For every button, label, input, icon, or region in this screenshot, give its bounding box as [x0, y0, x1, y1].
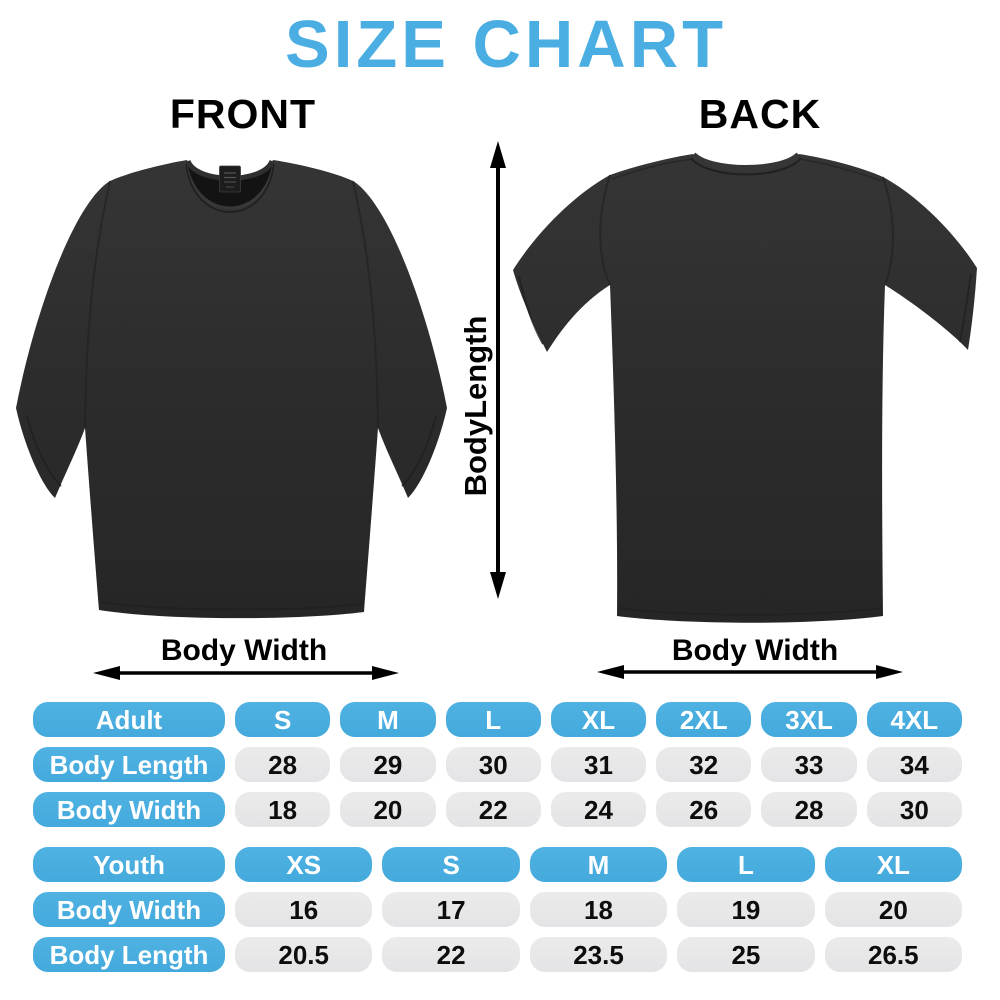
size-value-cell: 20: [340, 792, 436, 827]
table-row: Body Width 18 20 22 24 26 28 30: [33, 792, 962, 827]
table-row: Body Length 20.5 22 23.5 25 26.5: [33, 937, 963, 972]
front-left-cuff-seam: [26, 415, 62, 487]
front-left-armhole-seam: [84, 180, 111, 429]
row-label-cell: Body Width: [33, 792, 225, 827]
size-value-cell: 18: [529, 892, 668, 927]
size-header-cell: S: [235, 702, 331, 737]
table-row: Body Length 28 29 30 31 32 33 34: [33, 747, 962, 782]
back-collar-rib: [690, 152, 802, 172]
size-value-cell: 29: [340, 747, 436, 782]
front-right-armhole-seam: [352, 180, 379, 429]
adult-size-table: Adult S M L XL 2XL 3XL 4XL Body Length 28 29 30 31 32…: [33, 702, 962, 827]
body-length-label: BodyLength: [458, 315, 493, 497]
page-title: SIZE CHART: [285, 7, 727, 82]
front-hem-seam: [100, 601, 363, 611]
size-value-cell: 34: [866, 747, 962, 782]
row-label-cell: Youth: [33, 847, 225, 882]
size-value-cell: 25: [677, 937, 815, 972]
size-value-cell: 18: [235, 792, 331, 827]
size-value-cell: 20: [824, 892, 963, 927]
size-value-cell: 28: [235, 747, 331, 782]
size-header-cell: 4XL: [866, 702, 962, 737]
front-view-label: FRONT: [169, 91, 317, 137]
size-header-cell: M: [340, 702, 436, 737]
row-label-cell: Body Width: [33, 892, 225, 927]
back-left-cuff-seam: [518, 275, 544, 345]
front-neck-tag: [219, 165, 241, 193]
size-header-cell: S: [382, 847, 520, 882]
front-tshirt-body: [16, 160, 447, 619]
size-header-cell: L: [445, 702, 541, 737]
size-value-cell: 17: [382, 892, 520, 927]
front-body-width-arrow-icon: [93, 666, 399, 680]
back-body-width-arrow-icon: [597, 665, 903, 679]
size-value-cell: 22: [445, 792, 541, 827]
back-hem-seam: [618, 607, 882, 616]
front-right-cuff-seam: [401, 415, 437, 487]
size-header-cell: XL: [824, 847, 963, 882]
size-header-cell: L: [677, 847, 815, 882]
back-right-shoulder-seam: [798, 158, 882, 182]
table-header-row: Youth XS S M L XL: [33, 847, 963, 882]
size-value-cell: 28: [761, 792, 857, 827]
size-header-cell: M: [529, 847, 668, 882]
size-value-cell: 16: [235, 892, 373, 927]
size-header-cell: 3XL: [761, 702, 857, 737]
back-left-armhole-seam: [599, 174, 611, 286]
front-body-width-label: Body Width: [160, 634, 328, 667]
back-left-shoulder-seam: [611, 158, 694, 180]
row-label-cell: Adult: [33, 702, 225, 737]
size-header-cell: XL: [550, 702, 647, 737]
row-label-cell: Body Length: [33, 937, 225, 972]
size-value-cell: 23.5: [529, 937, 668, 972]
front-collar-seam: [185, 163, 275, 213]
size-value-cell: 22: [382, 937, 520, 972]
size-value-cell: 26: [656, 792, 752, 827]
back-right-armhole-seam: [882, 176, 894, 286]
youth-size-table: Youth XS S M L XL Body Width 16 17 18 19 20 Body Len…: [33, 847, 963, 972]
table-row: Body Width 16 17 18 19 20: [33, 892, 963, 927]
back-tshirt-body: [513, 154, 977, 623]
back-view-label: BACK: [698, 91, 822, 137]
size-value-cell: 26.5: [824, 937, 963, 972]
back-right-cuff-seam: [959, 273, 972, 343]
back-body-width-label: Body Width: [671, 634, 839, 667]
size-value-cell: 30: [866, 792, 962, 827]
back-collar-seam: [690, 157, 802, 176]
front-tshirt-image: [16, 159, 447, 619]
size-value-cell: 24: [550, 792, 647, 827]
size-value-cell: 19: [677, 892, 815, 927]
size-value-cell: 33: [761, 747, 857, 782]
size-value-cell: 31: [550, 747, 647, 782]
body-length-arrow-icon: [490, 141, 506, 599]
size-value-cell: 30: [445, 747, 541, 782]
size-header-cell: XS: [235, 847, 373, 882]
size-value-cell: 32: [656, 747, 752, 782]
row-label-cell: Body Length: [33, 747, 225, 782]
table-header-row: Adult S M L XL 2XL 3XL 4XL: [33, 702, 962, 737]
size-value-cell: 20.5: [235, 937, 373, 972]
back-tshirt-image: [513, 152, 977, 623]
size-header-cell: 2XL: [656, 702, 752, 737]
